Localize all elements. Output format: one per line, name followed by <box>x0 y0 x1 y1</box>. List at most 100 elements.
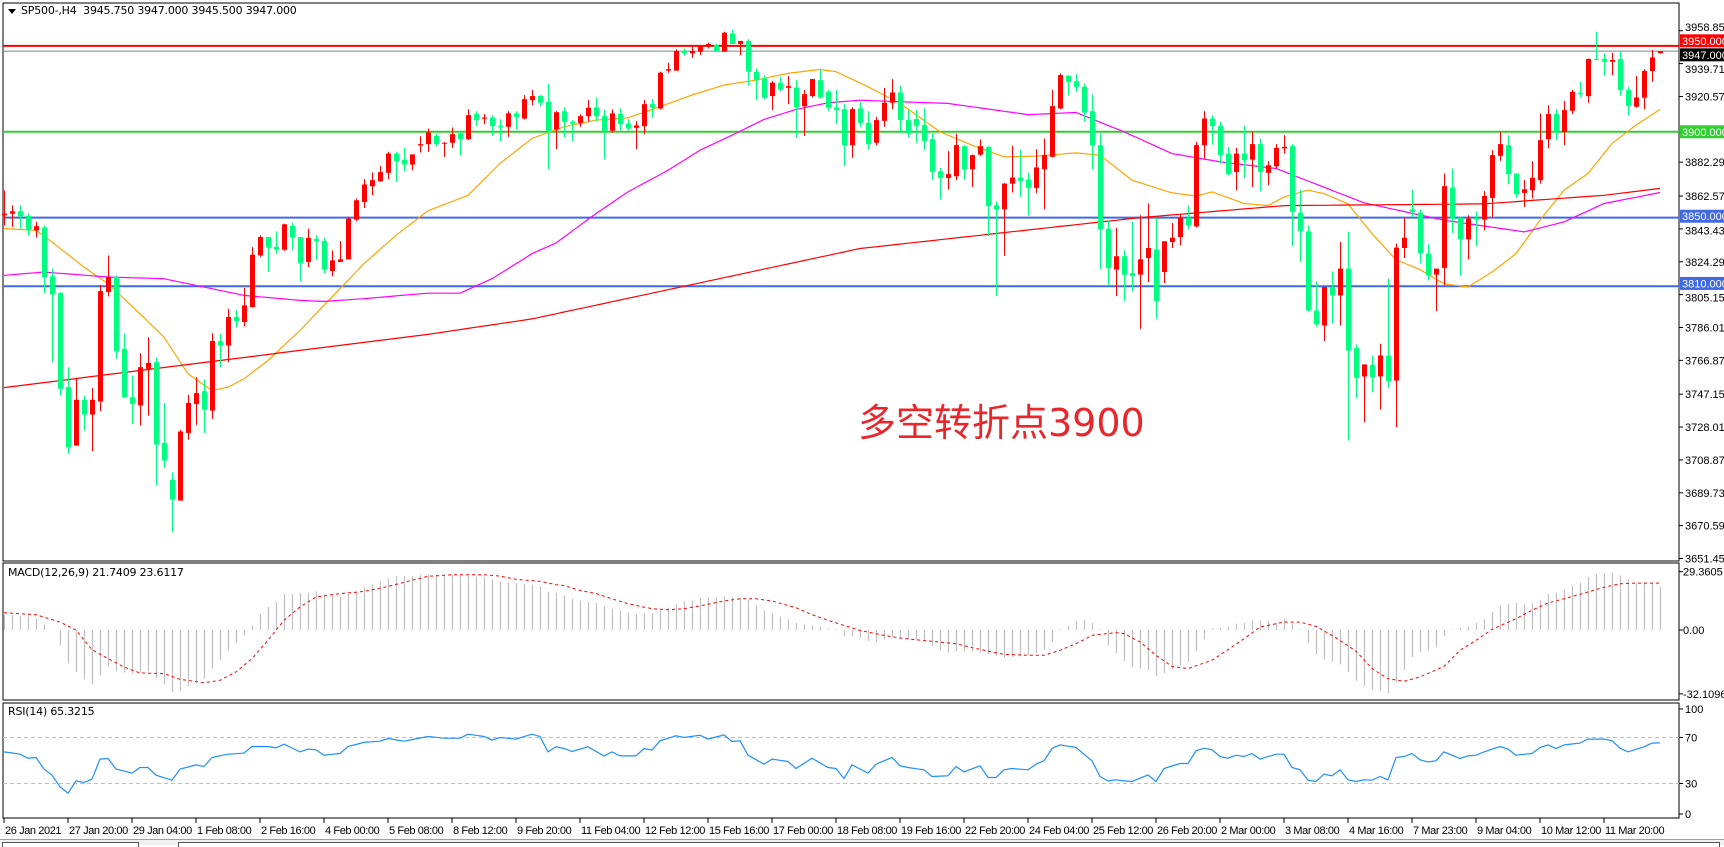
candle-body <box>1106 228 1111 269</box>
candle-body <box>498 126 503 128</box>
time-tick-label: 27 Jan 20:00 <box>69 825 128 837</box>
candle <box>138 353 143 426</box>
candle <box>602 110 607 160</box>
time-tick-label: 8 Feb 12:00 <box>453 825 508 837</box>
candle <box>1610 52 1615 76</box>
chart-tab[interactable] <box>178 842 1720 847</box>
candle-body <box>1426 253 1431 276</box>
candle-body <box>1482 195 1487 220</box>
candle <box>242 288 247 327</box>
candle-body <box>1322 286 1327 326</box>
candle <box>1354 344 1359 399</box>
candle-body <box>906 120 911 134</box>
candle-body <box>978 146 983 155</box>
candle <box>370 172 375 196</box>
candle-body <box>586 107 591 117</box>
time-tick-label: 11 Mar 20:00 <box>1605 825 1664 837</box>
candle <box>74 377 79 446</box>
candle <box>706 42 711 49</box>
candle-body <box>1514 173 1519 195</box>
candle <box>170 472 175 533</box>
candle <box>754 68 759 101</box>
price-tag-label: 3950.000 <box>1682 36 1724 48</box>
candle-body <box>770 82 775 97</box>
candle-body <box>794 87 799 108</box>
candle <box>1322 286 1327 342</box>
candle <box>514 111 519 130</box>
moving-average-line-2 <box>3 187 1661 389</box>
candle-body <box>1626 90 1631 106</box>
candle <box>1010 145 1015 193</box>
candle-body <box>746 40 751 72</box>
candle-body <box>970 155 975 170</box>
candle <box>458 131 463 156</box>
candle-body <box>842 109 847 146</box>
price-tag-bg <box>1680 125 1724 139</box>
time-tick-label: 11 Feb 04:00 <box>581 825 640 837</box>
candle <box>586 100 591 122</box>
candle <box>26 212 31 236</box>
candle-body <box>570 121 575 124</box>
candle-body <box>866 122 871 145</box>
candle-body <box>130 397 135 404</box>
candle <box>1378 343 1383 410</box>
candle-body <box>1034 167 1039 188</box>
candle-body <box>1658 51 1663 54</box>
candle <box>546 84 551 170</box>
time-tick-label: 9 Mar 04:00 <box>1477 825 1532 837</box>
candle-body <box>682 51 687 54</box>
candle <box>466 109 471 141</box>
price-tag-label: 3900.000 <box>1682 127 1724 139</box>
candle-body <box>1170 237 1175 242</box>
candle-body <box>434 135 439 145</box>
candle <box>762 75 767 100</box>
candle-body <box>490 117 495 127</box>
price-tick-label: 3958.850 <box>1685 22 1724 34</box>
candle-body <box>1018 177 1023 181</box>
candle <box>186 394 191 440</box>
price-tag-bg <box>1680 276 1724 290</box>
candle-body <box>1194 145 1199 227</box>
candle-body <box>242 305 247 323</box>
candle-body <box>1442 186 1447 268</box>
candle-body <box>34 226 39 231</box>
candle <box>850 107 855 158</box>
chart-tab[interactable] <box>2 842 139 847</box>
candle-body <box>1266 165 1271 173</box>
candle <box>394 151 399 182</box>
dropdown-triangle-icon[interactable] <box>8 8 16 14</box>
candle-body <box>1354 348 1359 378</box>
candle <box>1130 221 1135 292</box>
candle-body <box>634 125 639 128</box>
candle-body <box>50 276 55 295</box>
candle <box>722 31 727 52</box>
candle-body <box>1050 106 1055 157</box>
price-tick-label: 3843.430 <box>1685 225 1724 237</box>
candle-body <box>1314 310 1319 325</box>
candle-body <box>1274 147 1279 167</box>
last-bar-ohlc: 3945.750 3947.000 3945.500 3947.000 <box>83 4 297 17</box>
candle-body <box>1554 114 1559 133</box>
price-tick-label: 3920.570 <box>1685 91 1724 103</box>
candle-body <box>1098 145 1103 230</box>
candle-body <box>578 116 583 123</box>
candle-body <box>482 117 487 119</box>
candle <box>1490 150 1495 217</box>
candle <box>258 235 263 257</box>
candle-body <box>154 362 159 445</box>
candle <box>1090 94 1095 170</box>
rsi-pane <box>2 702 1680 819</box>
candle-body <box>754 71 759 81</box>
candle <box>1058 73 1063 110</box>
candle-body <box>1130 273 1135 276</box>
candle-body <box>1330 286 1335 296</box>
candle <box>1098 133 1103 270</box>
candle-body <box>82 399 87 415</box>
candle <box>218 333 223 368</box>
candle <box>1514 173 1519 198</box>
candle-body <box>1546 114 1551 140</box>
candle <box>82 395 87 431</box>
candle <box>450 127 455 148</box>
candle-body <box>1650 57 1655 71</box>
